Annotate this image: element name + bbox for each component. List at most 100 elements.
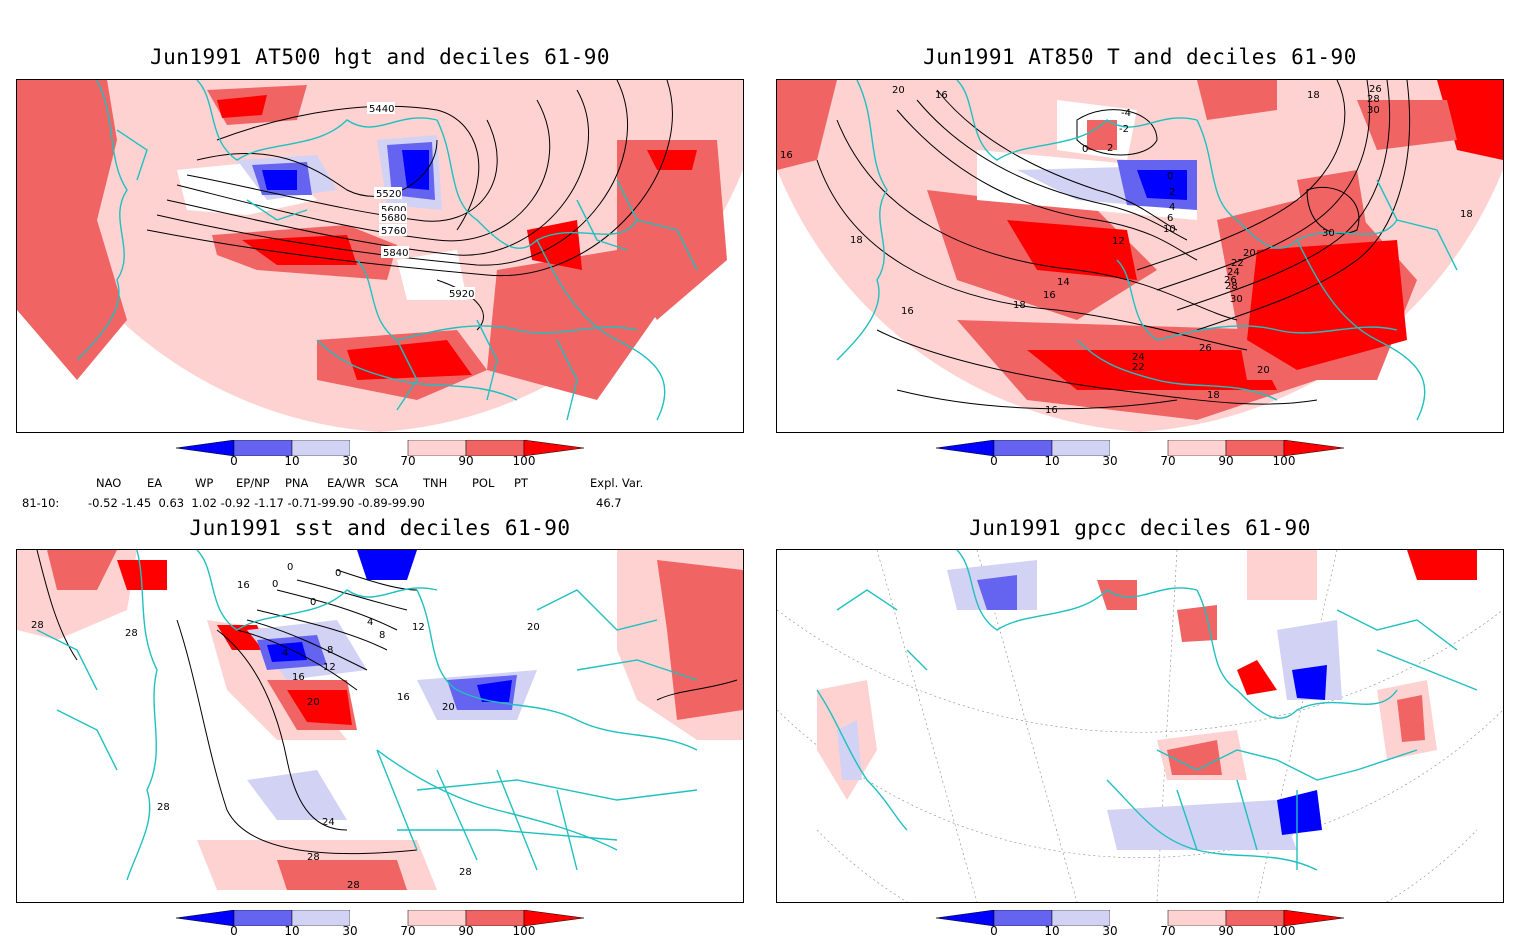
colorbar-segment: [993, 909, 1053, 927]
svg-text:0: 0: [272, 579, 278, 590]
svg-text:30: 30: [1367, 105, 1380, 116]
svg-text:26: 26: [1224, 275, 1237, 286]
colorbar-segment: [407, 909, 467, 927]
colorbar-segment: [1167, 439, 1227, 457]
colorbar-segment: [175, 909, 235, 927]
colorbar-segment: [1283, 909, 1345, 927]
colorbar-segment: [350, 910, 408, 926]
svg-text:16: 16: [935, 90, 948, 101]
colorbar-tick: 90: [458, 924, 474, 938]
decile-shading: [17, 550, 743, 890]
coastlines: [836, 80, 1458, 421]
svg-text:28: 28: [1225, 281, 1238, 292]
index-header-ep-np: EP/NP: [236, 476, 270, 490]
index-values: -0.52 -1.45 0.63 1.02 -0.92 -1.17 -0.71-…: [88, 496, 425, 510]
colorbar-tick: 0: [990, 454, 998, 468]
svg-text:28: 28: [157, 802, 170, 813]
svg-text:28: 28: [31, 620, 44, 631]
svg-text:12: 12: [412, 622, 425, 633]
svg-text:18: 18: [1460, 209, 1473, 220]
svg-text:16: 16: [1045, 405, 1058, 416]
svg-text:5600: 5600: [381, 205, 406, 216]
contour-labels: 28 28 16 0 0 0 0 4 8 8 12 12 16 20 16 20…: [31, 562, 540, 891]
svg-text:0: 0: [1167, 171, 1173, 182]
panel-title-t850: Jun1991 AT850 T and deciles 61-90: [923, 45, 1357, 69]
index-row-label: 81-10:: [22, 496, 60, 510]
map-panel-gpcc: [776, 549, 1504, 903]
svg-text:26: 26: [1199, 343, 1212, 354]
contour-labels: 20 16 16 18 -4 -2 0 2 0 2 4 6 10 12 14 1…: [780, 84, 1473, 416]
svg-text:-2: -2: [1119, 124, 1129, 135]
svg-text:14: 14: [1057, 277, 1070, 288]
hemisphere-background: [17, 550, 743, 902]
svg-text:20: 20: [527, 622, 540, 633]
colorbar-segment: [1110, 910, 1168, 926]
colorbar-segment: [1167, 909, 1227, 927]
svg-text:18: 18: [1013, 300, 1026, 311]
coastlines: [36, 550, 698, 881]
colorbar-segment: [993, 439, 1053, 457]
colorbar-tick: 0: [230, 924, 238, 938]
svg-text:28: 28: [125, 628, 138, 639]
decile-shading: [817, 550, 1477, 850]
svg-text:-4: -4: [1121, 108, 1131, 119]
svg-text:18: 18: [1207, 390, 1220, 401]
colorbar-tick: 90: [458, 454, 474, 468]
decile-shading: [17, 80, 727, 400]
colorbar-segment: [233, 909, 293, 927]
svg-text:20: 20: [307, 697, 320, 708]
coastlines: [816, 550, 1478, 871]
colorbar-segment: [1110, 440, 1168, 456]
svg-text:16: 16: [237, 580, 250, 591]
colorbar-segment: [407, 439, 467, 457]
svg-text:20: 20: [1257, 365, 1270, 376]
colorbar-tick: 0: [990, 924, 998, 938]
svg-text:30: 30: [1230, 294, 1243, 305]
svg-text:5760: 5760: [381, 226, 406, 237]
svg-text:2: 2: [1107, 143, 1113, 154]
colorbar-tick: 70: [400, 454, 416, 468]
svg-text:22: 22: [1132, 362, 1145, 373]
contour-labels: 5440 5520 5600 5680 5760 5840 5920: [367, 102, 475, 300]
contour-lines: [36, 550, 738, 855]
colorbar-tick: 10: [1044, 924, 1060, 938]
colorbar-segment: [350, 440, 408, 456]
panel-title-hgt500: Jun1991 AT500 hgt and deciles 61-90: [149, 45, 610, 69]
teleconnection-indices: NAO EA WP EP/NP PNA EA/WR SCA TNH POL PT…: [0, 474, 700, 514]
svg-text:16: 16: [901, 306, 914, 317]
map-panel-t850: 20 16 16 18 -4 -2 0 2 0 2 4 6 10 12 14 1…: [776, 79, 1504, 433]
svg-text:5520: 5520: [376, 189, 401, 200]
svg-text:4: 4: [282, 648, 288, 659]
colorbar-top-left: 0 10 30 70 90 100: [175, 439, 586, 470]
map-panel-hgt500: 5440 5520 5600 5680 5760 5840 5920: [16, 79, 744, 433]
svg-text:4: 4: [1169, 202, 1175, 213]
svg-text:0: 0: [287, 562, 293, 573]
index-header-nao: NAO: [96, 476, 122, 490]
svg-text:20: 20: [1243, 248, 1256, 259]
svg-text:10: 10: [1163, 224, 1176, 235]
svg-text:8: 8: [379, 630, 385, 641]
contour-lines: [816, 80, 1410, 410]
colorbar-segment: [233, 439, 293, 457]
colorbar-tick: 10: [284, 924, 300, 938]
colorbar-tick: 10: [284, 454, 300, 468]
colorbar-tick: 90: [1218, 454, 1234, 468]
map-panel-sst: 28 28 16 0 0 0 0 4 8 8 12 12 16 20 16 20…: [16, 549, 744, 903]
colorbar-bottom-left: 0 10 30 70 90 100: [175, 909, 586, 940]
svg-text:26: 26: [1369, 84, 1382, 95]
svg-text:24: 24: [1227, 267, 1240, 278]
svg-text:6: 6: [1167, 213, 1173, 224]
svg-text:5440: 5440: [369, 104, 394, 115]
colorbar-tick: 100: [512, 454, 536, 468]
svg-text:28: 28: [307, 852, 320, 863]
svg-text:0: 0: [1082, 144, 1088, 155]
svg-text:24: 24: [322, 817, 335, 828]
index-header-wp: WP: [195, 476, 214, 490]
svg-text:0: 0: [310, 597, 316, 608]
index-header-pol: POL: [472, 476, 495, 490]
colorbar-tick: 0: [230, 454, 238, 468]
index-expl-var-value: 46.7: [596, 496, 622, 510]
graticule: [777, 550, 1503, 902]
colorbar-tick: 90: [1218, 924, 1234, 938]
index-header-ea-wr: EA/WR: [327, 476, 366, 490]
